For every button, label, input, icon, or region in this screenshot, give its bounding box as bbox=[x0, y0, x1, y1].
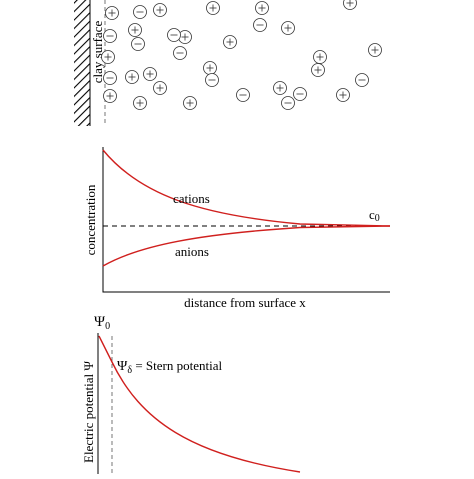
anion-icon bbox=[253, 18, 267, 32]
clay-wall bbox=[74, 0, 90, 126]
anion-icon bbox=[293, 87, 307, 101]
cation-icon bbox=[133, 96, 147, 110]
anion-icon bbox=[205, 73, 219, 87]
y-axis-label: concentration bbox=[83, 184, 98, 255]
cation-curve bbox=[102, 149, 391, 227]
anion-icon bbox=[355, 73, 369, 87]
anion-icon bbox=[173, 46, 187, 60]
cation-icon bbox=[311, 63, 325, 77]
cation-icon bbox=[183, 96, 197, 110]
axes bbox=[102, 147, 390, 293]
cation-icon bbox=[273, 81, 287, 95]
potential-panel: Ψ0 Ψδ = Stern potential Electric potenti… bbox=[81, 314, 301, 474]
anion-icon bbox=[281, 96, 295, 110]
cation-icon bbox=[153, 3, 167, 17]
psi-symbol: Ψ bbox=[94, 314, 106, 330]
stern-label: Ψδ = Stern potential bbox=[117, 358, 222, 376]
anion-icon bbox=[103, 29, 117, 43]
cation-icon bbox=[313, 50, 327, 64]
x-axis-label: distance from surface x bbox=[184, 295, 306, 310]
cation-icon bbox=[125, 70, 139, 84]
anion-label: anions bbox=[175, 244, 209, 259]
wall-label: clay surface bbox=[90, 21, 105, 84]
cation-icon bbox=[128, 23, 142, 37]
surface-potential-label: Ψ0 bbox=[94, 314, 110, 332]
cation-icon bbox=[143, 67, 157, 81]
anion-icon bbox=[133, 5, 147, 19]
cation-icon bbox=[153, 81, 167, 95]
bulk-label: c0 bbox=[369, 207, 380, 224]
bulk-symbol: c bbox=[369, 207, 375, 222]
cation-icon bbox=[255, 1, 269, 15]
stern-subscript: δ bbox=[127, 365, 132, 376]
cation-icon bbox=[101, 50, 115, 64]
anion-icon bbox=[236, 88, 250, 102]
cation-icon bbox=[206, 1, 220, 15]
cation-icon bbox=[223, 35, 237, 49]
cation-icon bbox=[105, 6, 119, 20]
stern-symbol: Ψ bbox=[117, 359, 128, 374]
cation-icon bbox=[368, 43, 382, 57]
stern-text: = Stern potential bbox=[132, 358, 222, 373]
bulk-subscript: 0 bbox=[375, 213, 380, 224]
anion-icon bbox=[167, 28, 181, 42]
anion-curve bbox=[102, 225, 391, 267]
cation-label: cations bbox=[173, 191, 210, 206]
cation-icon bbox=[103, 89, 117, 103]
y-axis-label: Electric potential Ψ bbox=[81, 361, 96, 463]
concentration-panel: cations anions c0 concentration distance… bbox=[83, 147, 391, 310]
cation-icon bbox=[343, 0, 357, 10]
anion-icon bbox=[103, 71, 117, 85]
cation-icon bbox=[336, 88, 350, 102]
potential-curve bbox=[98, 335, 301, 473]
cation-icon bbox=[203, 61, 217, 75]
anion-icon bbox=[131, 37, 145, 51]
psi-subscript: 0 bbox=[105, 321, 110, 332]
cation-icon bbox=[281, 21, 295, 35]
ion-layer: clay surface bbox=[74, 0, 382, 126]
